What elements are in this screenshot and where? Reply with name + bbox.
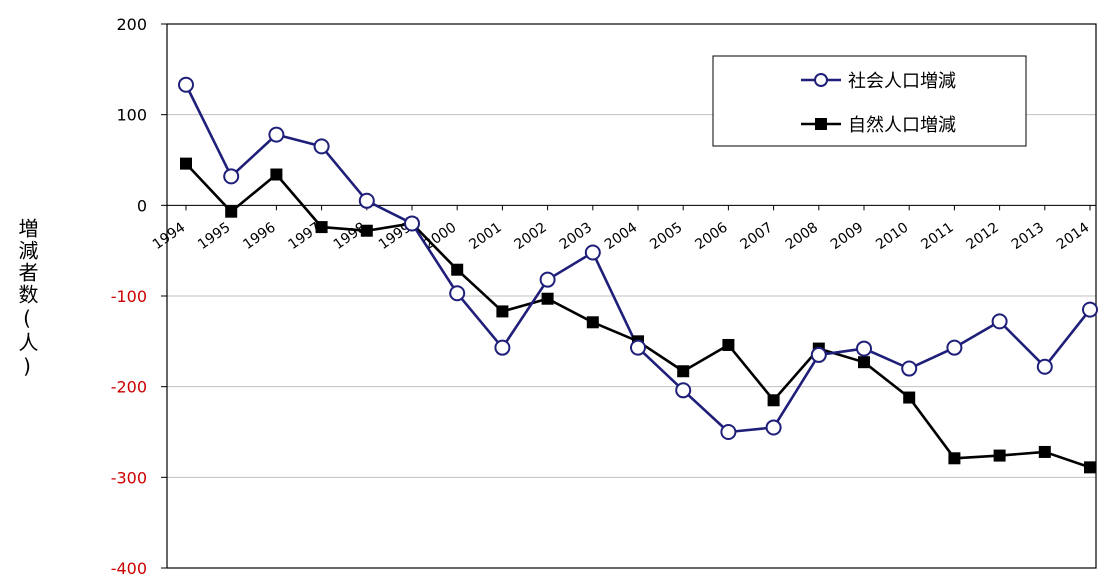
y-tick-label: -200 [111, 378, 147, 397]
data-point-social [991, 313, 1008, 330]
data-point-natural [858, 356, 870, 369]
data-point-natural [993, 449, 1006, 462]
data-point-social [946, 339, 963, 356]
x-tick-label: 2005 [647, 220, 685, 254]
data-point-natural [1038, 445, 1051, 458]
legend-label-social: 社会人口増減 [848, 71, 956, 92]
data-point-social [584, 244, 601, 261]
data-point-social [539, 271, 556, 288]
data-point-natural [451, 263, 464, 276]
x-tick-label: 1994 [150, 219, 188, 253]
y-tick-label: -300 [111, 468, 147, 487]
data-point-social [675, 382, 692, 399]
data-point-social [178, 76, 194, 93]
x-tick-label: 2011 [918, 220, 956, 254]
x-tick-label: 2006 [692, 219, 730, 253]
data-point-social [449, 285, 466, 302]
data-point-natural [541, 292, 554, 305]
data-point-natural [225, 205, 238, 218]
x-tick-label: 2014 [1054, 219, 1092, 253]
data-point-social [1082, 301, 1098, 318]
plot-area [166, 23, 1097, 569]
x-tick-label: 2012 [964, 220, 1002, 254]
data-point-natural [270, 168, 283, 181]
x-tick-label: 1995 [195, 220, 233, 254]
data-point-natural [677, 365, 690, 378]
data-point-social [494, 339, 511, 356]
data-point-social [268, 126, 285, 143]
data-point-natural [496, 305, 509, 318]
x-tick-label: 2002 [512, 220, 550, 254]
data-point-natural [722, 338, 735, 351]
y-tick-label: -100 [111, 287, 147, 306]
data-point-social [1036, 358, 1053, 375]
data-point-social [223, 168, 240, 185]
y-tick-label: -400 [111, 559, 147, 578]
x-tick-label: 2009 [828, 220, 866, 254]
data-point-social [358, 192, 375, 209]
data-point-natural [767, 394, 780, 407]
data-point-natural [586, 316, 599, 329]
data-point-natural [180, 157, 192, 170]
data-point-natural [315, 221, 328, 234]
data-point-natural [903, 391, 916, 404]
legend-label-natural: 自然人口増減 [848, 115, 956, 136]
data-point-natural [1084, 461, 1096, 474]
data-point-social [810, 346, 827, 363]
x-tick-label: 2013 [1009, 220, 1047, 254]
data-point-social [901, 360, 918, 377]
data-point-natural [360, 224, 373, 237]
data-point-social [404, 215, 420, 232]
x-tick-label: 2004 [602, 219, 640, 253]
x-tick-label: 2007 [738, 220, 776, 254]
data-point-social [856, 340, 872, 357]
x-tick-label: 2010 [873, 220, 911, 254]
y-tick-label: 100 [116, 106, 147, 125]
y-tick-label: 200 [116, 15, 147, 34]
data-point-social [765, 419, 782, 436]
x-tick-label: 2008 [783, 220, 821, 254]
data-point-social [720, 424, 737, 440]
legend [712, 55, 1027, 147]
legend-marker-social [814, 73, 828, 87]
data-point-social [630, 339, 646, 356]
x-tick-label: 1996 [240, 219, 278, 253]
data-point-social [313, 138, 330, 155]
data-point-natural [948, 452, 961, 465]
x-tick-label: 2001 [466, 220, 504, 254]
legend-marker-natural [815, 118, 827, 130]
y-axis-label: 増減者数(人) [15, 218, 39, 380]
y-tick-label: 0 [137, 196, 147, 215]
